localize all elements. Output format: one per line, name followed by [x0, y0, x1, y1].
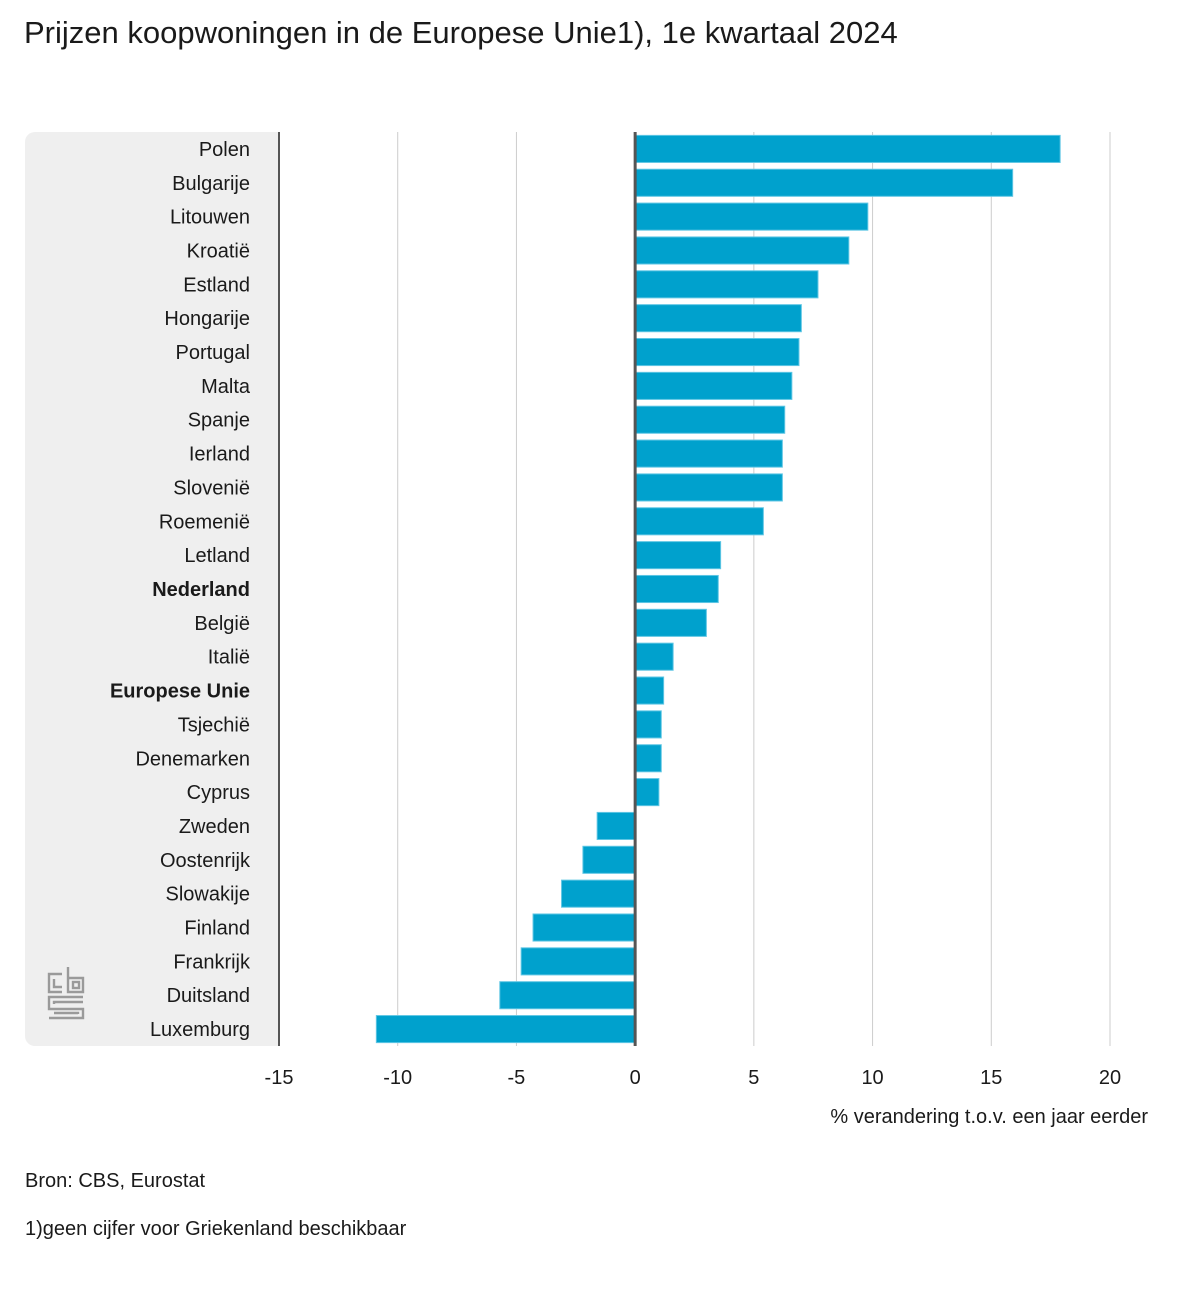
category-label: Hongarije [164, 308, 250, 330]
x-tick-label: -5 [508, 1067, 526, 1089]
x-tick-label: 0 [630, 1067, 641, 1089]
bar-kroatië[interactable] [634, 236, 850, 265]
category-label: Kroatië [187, 240, 250, 262]
category-label: Nederland [152, 579, 250, 601]
category-label: Oostenrijk [160, 850, 251, 872]
category-label: Slowakije [166, 884, 250, 906]
bar-frankrijk[interactable] [520, 947, 636, 976]
category-label: Duitsland [167, 985, 250, 1007]
chart-title: Prijzen koopwoningen in de Europese Unie… [24, 15, 898, 50]
category-label: Polen [199, 139, 250, 161]
bars [375, 134, 1061, 1044]
category-label: Litouwen [170, 207, 250, 229]
bar-polen[interactable] [634, 134, 1061, 163]
category-label: Ierland [189, 444, 250, 466]
source-note: Bron: CBS, Eurostat [25, 1170, 206, 1192]
bar-spanje[interactable] [634, 405, 786, 434]
bar-roemenië[interactable] [634, 507, 764, 536]
category-label: Denemarken [135, 748, 250, 770]
bar-litouwen[interactable] [634, 202, 869, 231]
category-label: Frankrijk [173, 951, 251, 973]
bar-luxemburg[interactable] [375, 1015, 636, 1044]
category-label: Cyprus [187, 782, 250, 804]
bar-slovenië[interactable] [634, 473, 783, 502]
category-label: Italië [208, 647, 250, 669]
category-label: Zweden [179, 816, 250, 838]
category-label: Letland [184, 545, 250, 567]
bar-nederland[interactable] [634, 574, 719, 604]
bar-italië[interactable] [634, 642, 674, 671]
bar-chart: Polen Bulgarije Litouwen Kroatië Estland Hong… [110, 132, 1122, 1089]
category-label: Europese Unie [110, 681, 250, 703]
bar-oostenrijk[interactable] [582, 845, 636, 874]
footnote: 1)geen cijfer voor Griekenland beschikba… [25, 1218, 407, 1240]
bar-bulgarije[interactable] [634, 168, 1014, 197]
bar-europese-unie[interactable] [634, 676, 665, 705]
gridlines [397, 132, 1111, 1046]
category-labels: Polen Bulgarije Litouwen Kroatië Estland Hong… [110, 139, 251, 1041]
category-label: Roemenië [159, 511, 250, 533]
bar-hongarije[interactable] [634, 304, 802, 333]
x-tick-label: -10 [383, 1067, 412, 1089]
category-label: Spanje [188, 410, 250, 432]
bar-zweden[interactable] [596, 811, 636, 841]
x-axis-label: % verandering t.o.v. een jaar eerder [830, 1106, 1148, 1128]
x-tick-labels: -15 -10 -5 0 5 10 15 20 [265, 1067, 1122, 1089]
category-label-panel [25, 132, 279, 1046]
bar-portugal[interactable] [634, 337, 800, 367]
bar-ierland[interactable] [634, 439, 783, 468]
bar-denemarken[interactable] [634, 744, 662, 773]
bar-belgië[interactable] [634, 608, 707, 637]
cbs-logo-icon [47, 967, 85, 1020]
category-label: Portugal [176, 342, 251, 364]
category-label: Tsjechië [178, 714, 250, 736]
bar-malta[interactable] [634, 371, 793, 400]
x-tick-label: 10 [861, 1067, 883, 1089]
x-tick-label: -15 [265, 1067, 294, 1089]
x-tick-label: 15 [980, 1067, 1002, 1089]
bar-finland[interactable] [532, 913, 636, 942]
category-label: Slovenië [173, 477, 250, 499]
bar-cyprus[interactable] [634, 778, 660, 807]
bar-estland[interactable] [634, 270, 819, 299]
category-label: Bulgarije [172, 173, 250, 195]
category-label: België [194, 613, 250, 635]
category-label: Malta [201, 376, 251, 398]
x-tick-label: 20 [1099, 1067, 1121, 1089]
bar-tsjechië[interactable] [634, 710, 662, 739]
bar-letland[interactable] [634, 541, 722, 570]
bar-duitsland[interactable] [499, 981, 636, 1010]
x-tick-label: 5 [748, 1067, 759, 1089]
category-label: Estland [183, 274, 250, 296]
category-label: Luxemburg [150, 1019, 250, 1041]
bar-slowakije[interactable] [561, 879, 636, 908]
category-label: Finland [184, 918, 250, 940]
